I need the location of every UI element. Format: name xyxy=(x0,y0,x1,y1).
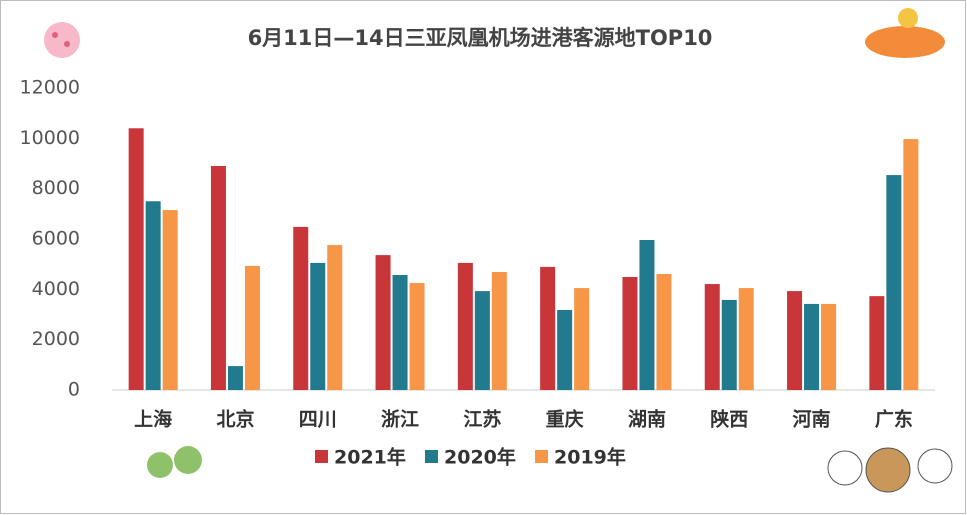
legend-label: 2021年 xyxy=(334,446,406,469)
bar xyxy=(886,175,902,390)
y-tick-label: 0 xyxy=(68,379,80,401)
bar xyxy=(804,303,820,390)
y-tick-label: 8000 xyxy=(32,177,80,199)
x-tick-label: 重庆 xyxy=(546,408,584,431)
legend-label: 2020年 xyxy=(444,446,516,469)
bar xyxy=(293,226,309,390)
x-tick-label: 浙江 xyxy=(381,408,419,431)
bar xyxy=(375,255,391,390)
bar xyxy=(310,262,326,390)
bar xyxy=(738,288,754,390)
bar xyxy=(491,271,507,390)
y-tick-label: 2000 xyxy=(32,328,80,350)
legend-swatch xyxy=(315,450,328,463)
bar xyxy=(574,288,590,390)
x-tick-label: 陕西 xyxy=(710,408,748,431)
bar xyxy=(392,274,408,390)
x-tick-label: 湖南 xyxy=(628,409,666,431)
x-tick-label: 北京 xyxy=(216,408,254,431)
bar xyxy=(821,303,837,390)
bar xyxy=(227,366,243,390)
y-tick-label: 12000 xyxy=(20,77,80,99)
bar xyxy=(656,273,672,390)
legend-swatch xyxy=(535,450,548,463)
bar xyxy=(162,210,178,390)
decoration xyxy=(44,8,953,493)
legend-swatch xyxy=(425,450,438,463)
bar xyxy=(704,284,720,390)
chart-title: 6月11日—14日三亚凤凰机场进港客源地TOP10 xyxy=(248,26,713,50)
bar xyxy=(540,266,556,390)
bar xyxy=(557,309,573,390)
bar xyxy=(622,277,638,390)
x-tick-label: 上海 xyxy=(134,408,172,431)
bar xyxy=(128,128,144,390)
bar xyxy=(869,296,885,390)
bar xyxy=(244,265,260,390)
x-tick-label: 广东 xyxy=(875,408,913,431)
y-tick-label: 4000 xyxy=(32,278,80,300)
y-tick-label: 10000 xyxy=(20,127,80,149)
bar xyxy=(787,291,803,390)
bar xyxy=(145,201,161,390)
x-tick-label: 江苏 xyxy=(463,408,501,431)
bar xyxy=(474,291,490,390)
x-tick-label: 河南 xyxy=(793,409,831,431)
bar xyxy=(639,240,655,390)
bar xyxy=(409,283,425,390)
bar xyxy=(457,262,473,390)
x-tick-label: 四川 xyxy=(299,409,337,431)
bar xyxy=(903,139,919,390)
bar xyxy=(210,166,226,390)
bar xyxy=(327,245,343,390)
legend-label: 2019年 xyxy=(554,446,626,469)
bar xyxy=(721,299,737,390)
y-tick-label: 6000 xyxy=(32,228,80,250)
